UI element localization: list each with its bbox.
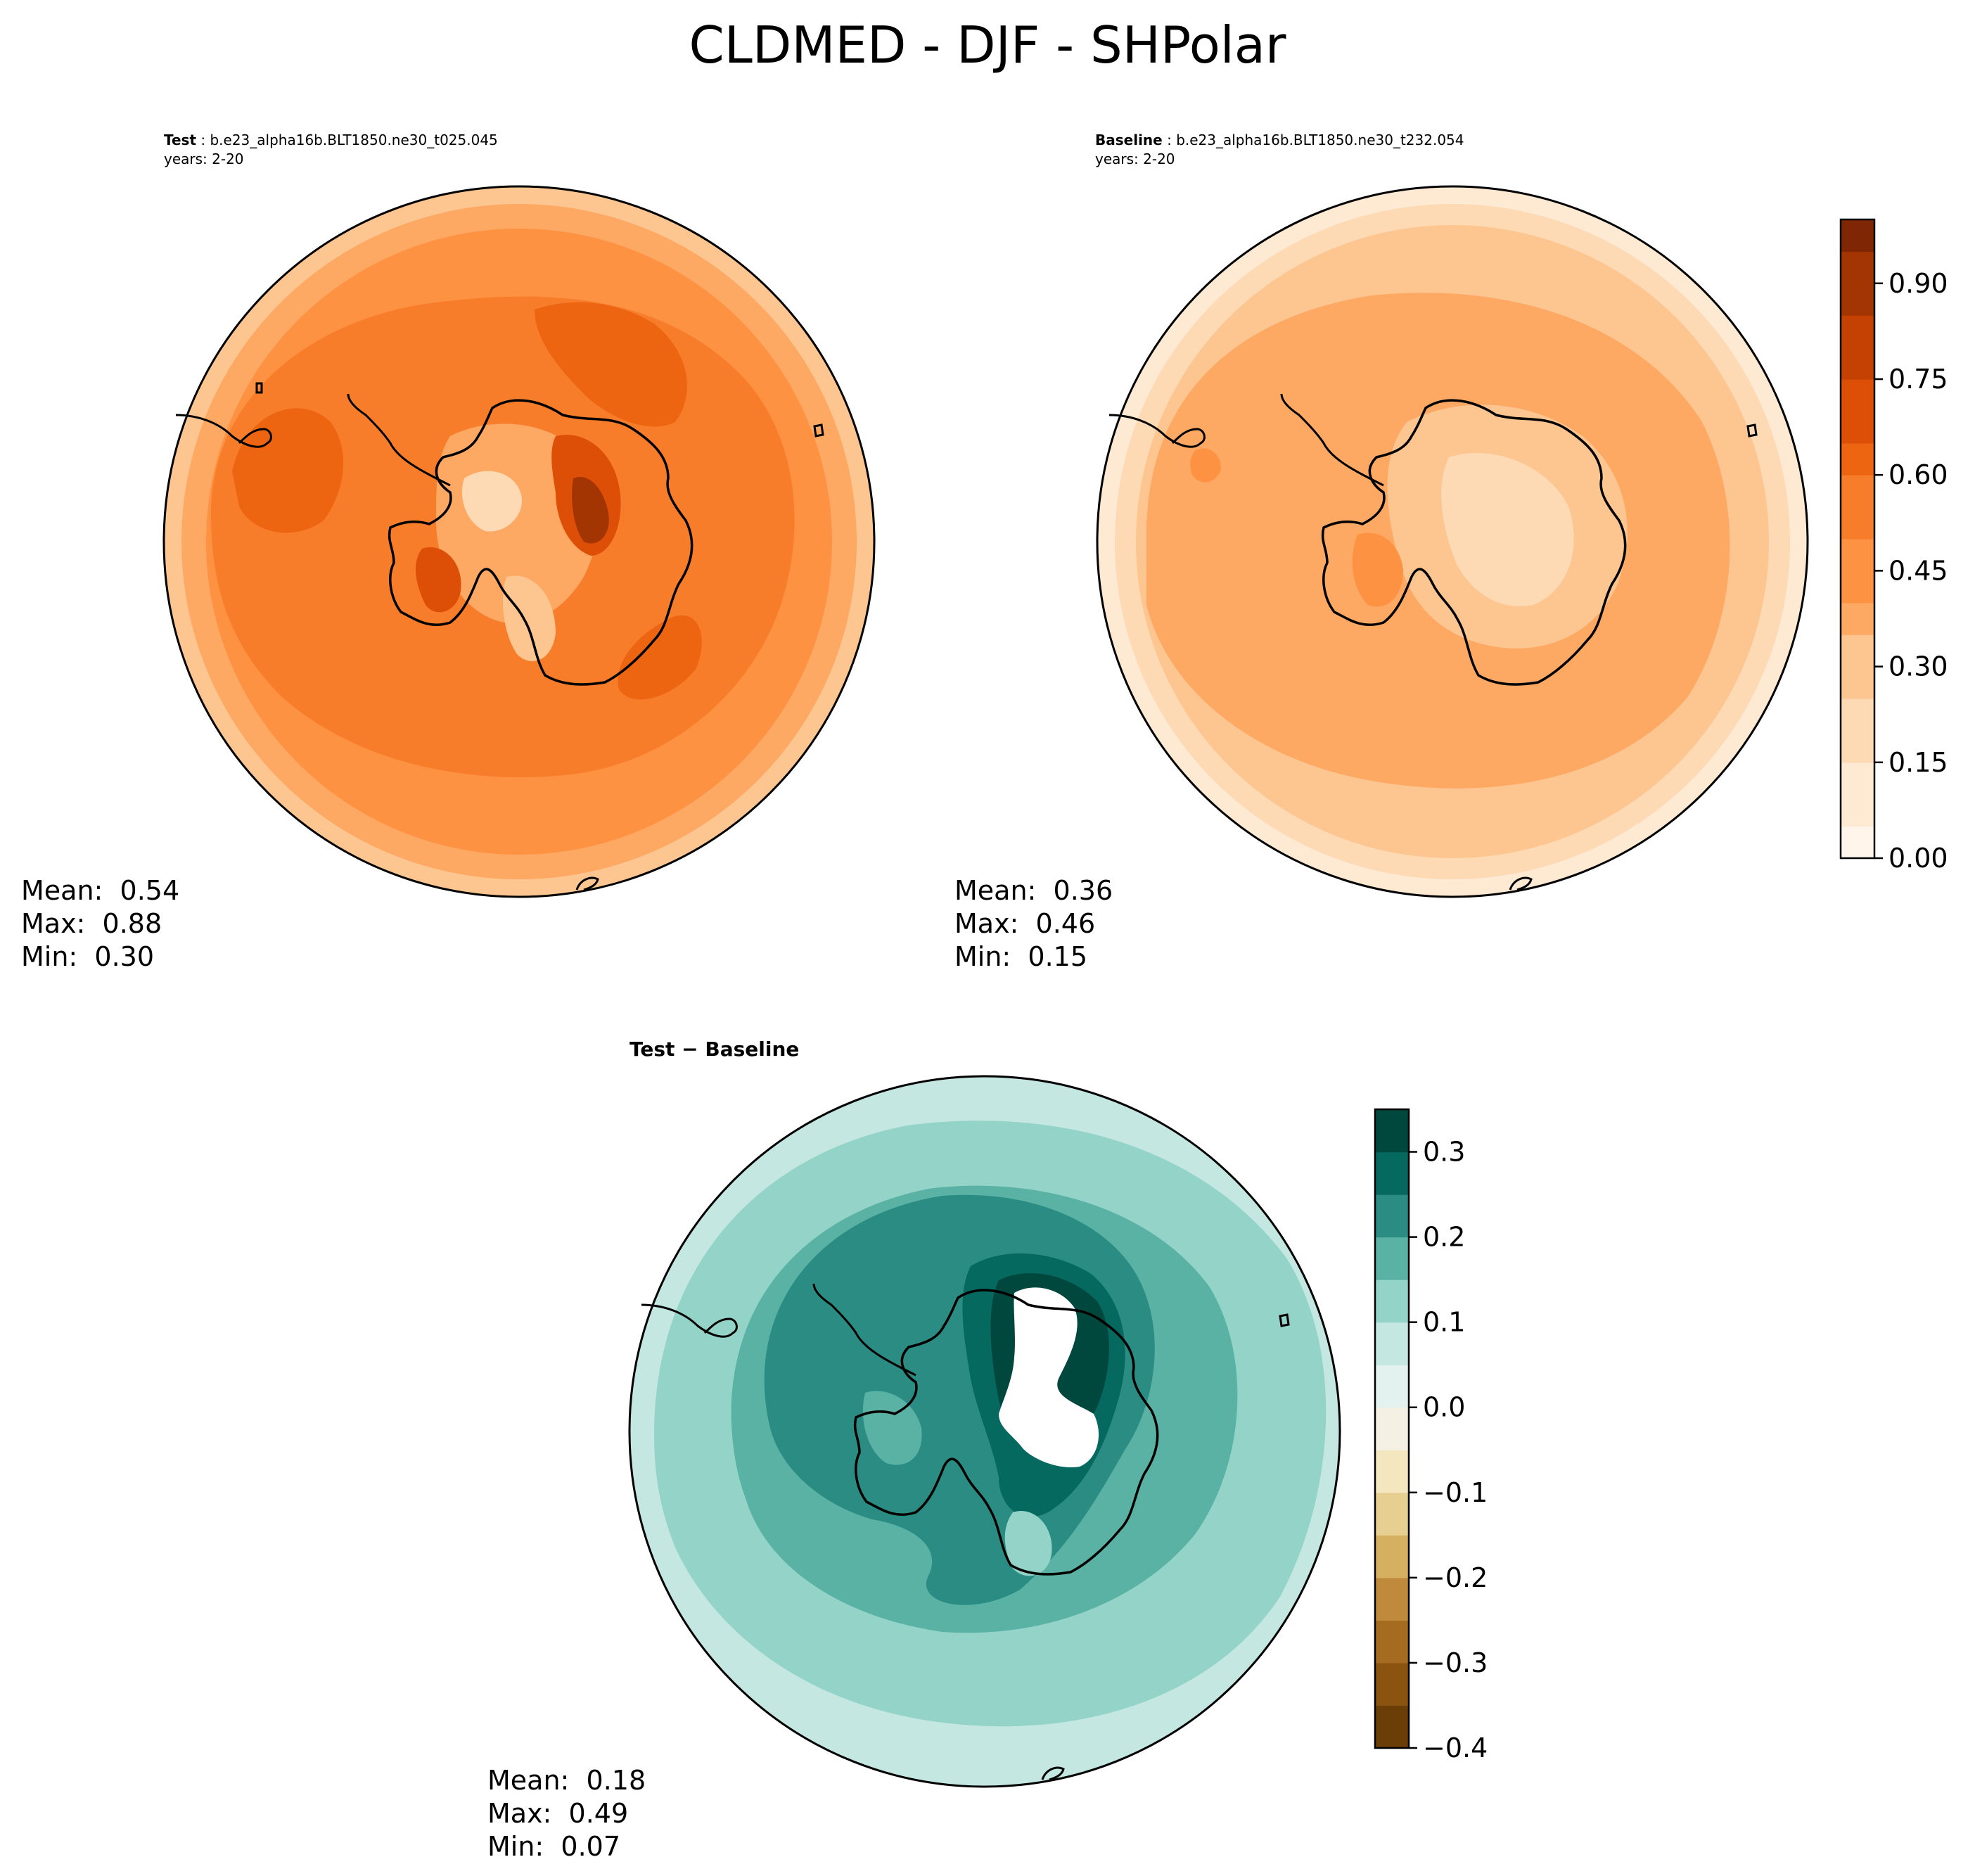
oranges-colorbar-segment: [1841, 730, 1874, 762]
diff-mean-label: Mean:: [487, 1765, 569, 1796]
oranges-colorbar-tick-label: 0.60: [1888, 459, 1948, 490]
oranges-colorbar-segment: [1841, 570, 1874, 603]
brbg-colorbar-segment: [1375, 1152, 1409, 1195]
brbg-colorbar-segment: [1375, 1663, 1409, 1706]
baseline-mean-row: Mean: 0.36: [954, 874, 1113, 907]
oranges-colorbar-segment: [1841, 634, 1874, 667]
diff-max-label: Max:: [487, 1798, 551, 1829]
brbg-colorbar-tick-label: −0.3: [1423, 1647, 1488, 1678]
baseline-max-value: 0.46: [1036, 908, 1096, 939]
diff-min-label: Min:: [487, 1831, 544, 1862]
oranges-colorbar-segment: [1841, 603, 1874, 635]
brbg-colorbar-segment: [1375, 1578, 1409, 1621]
oranges-colorbar-segment: [1841, 315, 1874, 347]
diff-min-value: 0.07: [561, 1831, 620, 1862]
baseline-min-label: Min:: [954, 941, 1011, 972]
brbg-colorbar-tick-label: 0.2: [1423, 1222, 1465, 1253]
oranges-colorbar-segment: [1841, 411, 1874, 443]
baseline-min-value: 0.15: [1028, 941, 1087, 972]
oranges-colorbar-segment: [1841, 827, 1874, 859]
brbg-colorbar-segment: [1375, 1194, 1409, 1237]
brbg-colorbar-tick-label: 0.1: [1423, 1307, 1465, 1338]
oranges-colorbar-segment: [1841, 347, 1874, 380]
brbg-colorbar-segment: [1375, 1705, 1409, 1748]
test-max-label: Max:: [21, 908, 85, 939]
brbg-colorbar-segment: [1375, 1450, 1409, 1493]
test-min-label: Min:: [21, 941, 77, 972]
diff-max-value: 0.49: [569, 1798, 629, 1829]
oranges-colorbar-tick-label: 0.45: [1888, 555, 1948, 586]
brbg-colorbar-segment: [1375, 1237, 1409, 1280]
oranges-colorbar-segment: [1841, 251, 1874, 283]
brbg-colorbar-segment: [1375, 1322, 1409, 1365]
test-min-row: Min: 0.30: [21, 940, 179, 974]
diff-map: [629, 1076, 1340, 1787]
oranges-colorbar-tick-label: 0.00: [1888, 843, 1948, 874]
oranges-colorbar-segment: [1841, 762, 1874, 795]
brbg-colorbar-tick-label: 0.0: [1423, 1392, 1465, 1423]
baseline-max-label: Max:: [954, 908, 1018, 939]
diff-mean-row: Mean: 0.18: [487, 1764, 646, 1797]
brbg-colorbar-tick-label: −0.1: [1423, 1477, 1488, 1508]
oranges-colorbar-tick-label: 0.90: [1888, 268, 1948, 299]
test-max-row: Max: 0.88: [21, 907, 179, 940]
oranges-colorbar-tick-label: 0.15: [1888, 747, 1948, 778]
baseline-map: [1097, 186, 1808, 897]
oranges-colorbar-segment: [1841, 379, 1874, 411]
oranges-colorbar-segment: [1841, 698, 1874, 731]
oranges-colorbar-segment: [1841, 507, 1874, 540]
baseline-mean-value: 0.36: [1054, 875, 1113, 906]
test-mean-label: Mean:: [21, 875, 103, 906]
brbg-colorbar-segment: [1375, 1620, 1409, 1663]
oranges-colorbar-segment: [1841, 283, 1874, 316]
baseline-min-row: Min: 0.15: [954, 940, 1113, 974]
brbg-colorbar-segment: [1375, 1493, 1409, 1536]
brbg-colorbar-segment: [1375, 1408, 1409, 1450]
brbg-colorbar-tick-label: 0.3: [1423, 1137, 1465, 1168]
oranges-colorbar-segment: [1841, 219, 1874, 252]
oranges-colorbar-segment: [1841, 443, 1874, 476]
test-mean-row: Mean: 0.54: [21, 874, 179, 907]
oranges-colorbar-segment: [1841, 539, 1874, 571]
brbg-colorbar-segment: [1375, 1535, 1409, 1578]
test-map: [164, 186, 874, 897]
oranges-colorbar-tick-label: 0.75: [1888, 364, 1948, 395]
test-mean-value: 0.54: [120, 875, 180, 906]
baseline-stats: Mean: 0.36 Max: 0.46 Min: 0.15: [954, 874, 1113, 974]
brbg-colorbar-segment: [1375, 1109, 1409, 1152]
brbg-colorbar-tick-label: −0.2: [1423, 1562, 1488, 1593]
oranges-colorbar-segment: [1841, 794, 1874, 827]
baseline-max-row: Max: 0.46: [954, 907, 1113, 940]
oranges-colorbar-segment: [1841, 667, 1874, 699]
diff-min-row: Min: 0.07: [487, 1830, 646, 1863]
test-max-value: 0.88: [103, 908, 162, 939]
diff-max-row: Max: 0.49: [487, 1797, 646, 1830]
test-min-value: 0.30: [94, 941, 154, 972]
brbg-colorbar-segment: [1375, 1280, 1409, 1322]
baseline-mean-label: Mean:: [954, 875, 1036, 906]
brbg-colorbar-tick-label: −0.4: [1423, 1733, 1488, 1763]
diff-stats: Mean: 0.18 Max: 0.49 Min: 0.07: [487, 1764, 646, 1863]
brbg-colorbar: 0.3 0.2 0.1 0.0 −0.1 −0.2 −0.3 −0.4: [1375, 1109, 1488, 1763]
oranges-colorbar-segment: [1841, 475, 1874, 507]
oranges-colorbar-tick-label: 0.30: [1888, 651, 1948, 682]
diff-mean-value: 0.18: [587, 1765, 646, 1796]
brbg-colorbar-segment: [1375, 1365, 1409, 1408]
test-stats: Mean: 0.54 Max: 0.88 Min: 0.30: [21, 874, 179, 974]
oranges-colorbar: 0.00 0.15 0.30 0.45 0.60 0.75 0.90: [1841, 219, 1948, 874]
